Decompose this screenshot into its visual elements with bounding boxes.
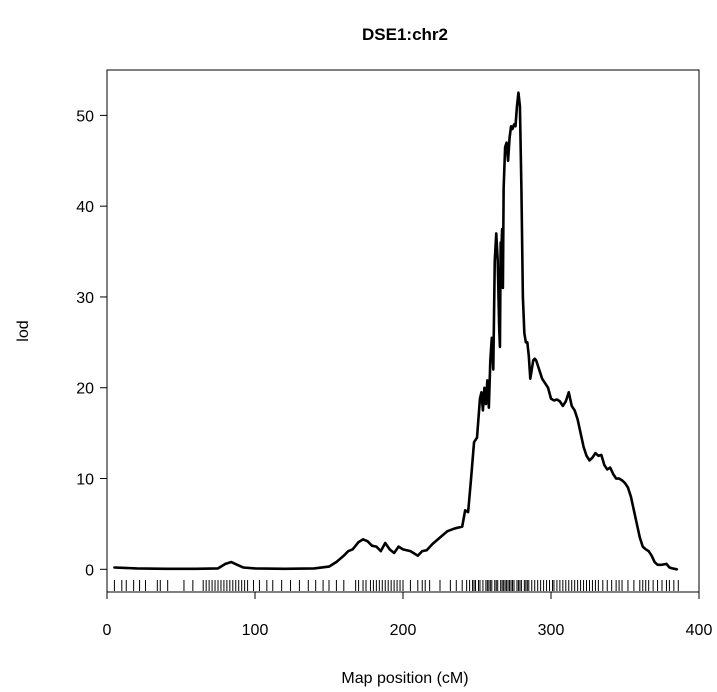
y-tick-label: 20 xyxy=(76,381,94,398)
y-tick-label: 50 xyxy=(76,108,94,125)
y-axis-label: lod xyxy=(15,320,32,341)
x-axis-label: Map position (cM) xyxy=(341,670,468,687)
series-group xyxy=(113,91,679,571)
y-tick-label: 10 xyxy=(76,472,94,489)
x-tick-label: 200 xyxy=(390,622,417,639)
y-tick-label: 40 xyxy=(76,199,94,216)
x-tick-label: 300 xyxy=(538,622,565,639)
x-tick-label: 400 xyxy=(686,622,713,639)
plot-frame xyxy=(106,69,700,593)
chart-title: DSE1:chr2 xyxy=(362,25,448,44)
y-tick-label: 30 xyxy=(76,290,94,307)
y-axis: 0 10 20 30 40 50 xyxy=(76,108,107,579)
y-tick-label: 0 xyxy=(85,562,94,579)
x-tick-label: 100 xyxy=(242,622,269,639)
marker-rug xyxy=(113,580,679,591)
lod-curve xyxy=(113,91,679,571)
x-axis: 0 100 200 300 400 xyxy=(103,592,713,639)
x-tick-label: 0 xyxy=(103,622,112,639)
